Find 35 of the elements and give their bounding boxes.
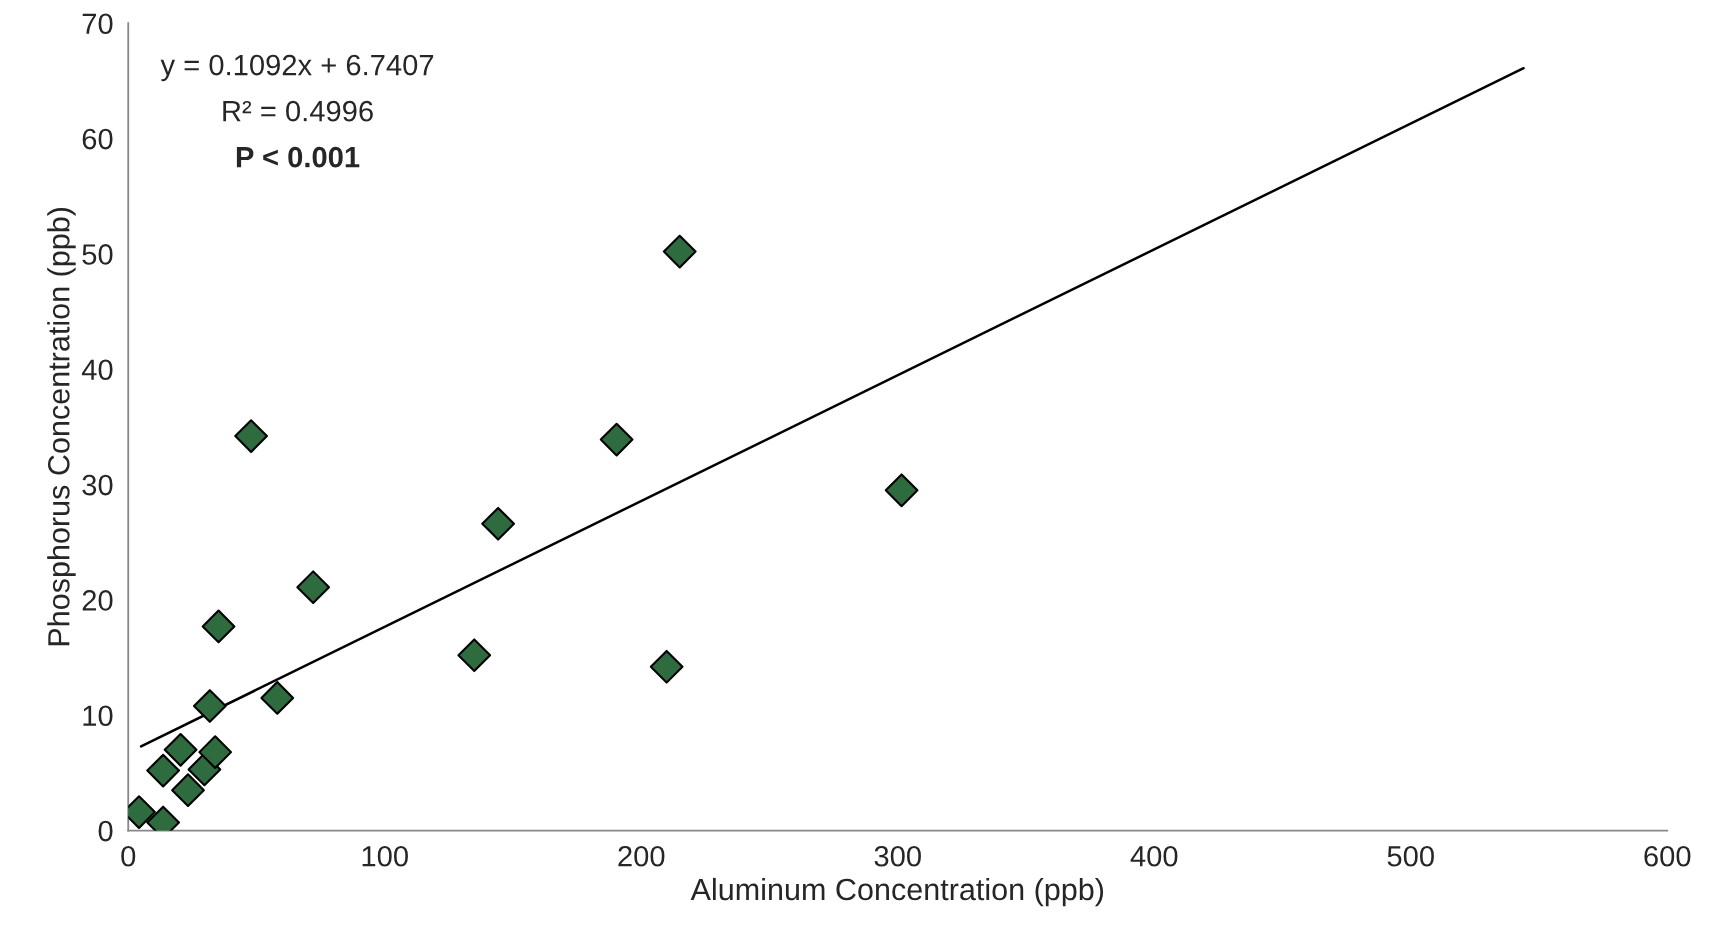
point: [198, 735, 233, 770]
point: [163, 732, 198, 767]
point: [662, 234, 697, 269]
y-tick-label: 60: [82, 128, 113, 150]
point: [171, 773, 205, 808]
y-tick-label: 50: [82, 244, 113, 265]
annotation: y = 0.1092x + 6.7407: [160, 54, 434, 82]
y-tick-label: 20: [82, 590, 113, 611]
point: [201, 609, 236, 644]
point: [234, 419, 268, 453]
y-tick-label: 30: [82, 474, 113, 496]
point: [481, 506, 515, 541]
point: [649, 649, 684, 684]
point: [192, 689, 227, 723]
y-axis-title: Phosphorus Concentration (ppb): [47, 207, 76, 646]
y-tick-label: 10: [83, 705, 113, 727]
x-tick-label: 200: [618, 845, 665, 867]
y-tick-label: 0: [98, 820, 113, 842]
annotation: R² = 0.4996: [223, 100, 373, 122]
x-tick-label: 600: [1644, 845, 1691, 867]
y-tick-label: 40: [81, 359, 113, 381]
point: [146, 753, 181, 788]
point: [260, 681, 295, 715]
x-axis-title: Aluminum Concentration (ppb): [690, 877, 1104, 907]
point: [884, 473, 919, 508]
y-tick-label: 70: [82, 13, 113, 35]
x-tick-label: 500: [1387, 845, 1434, 867]
x-tick-label: 300: [874, 845, 921, 867]
point: [457, 638, 492, 673]
x-tick-label: 0: [121, 845, 136, 867]
point: [599, 422, 634, 457]
x-tick-label: 400: [1130, 845, 1178, 867]
point: [296, 570, 331, 605]
annotation: P < 0.001: [236, 146, 360, 168]
x-tick-label: 100: [362, 845, 408, 867]
